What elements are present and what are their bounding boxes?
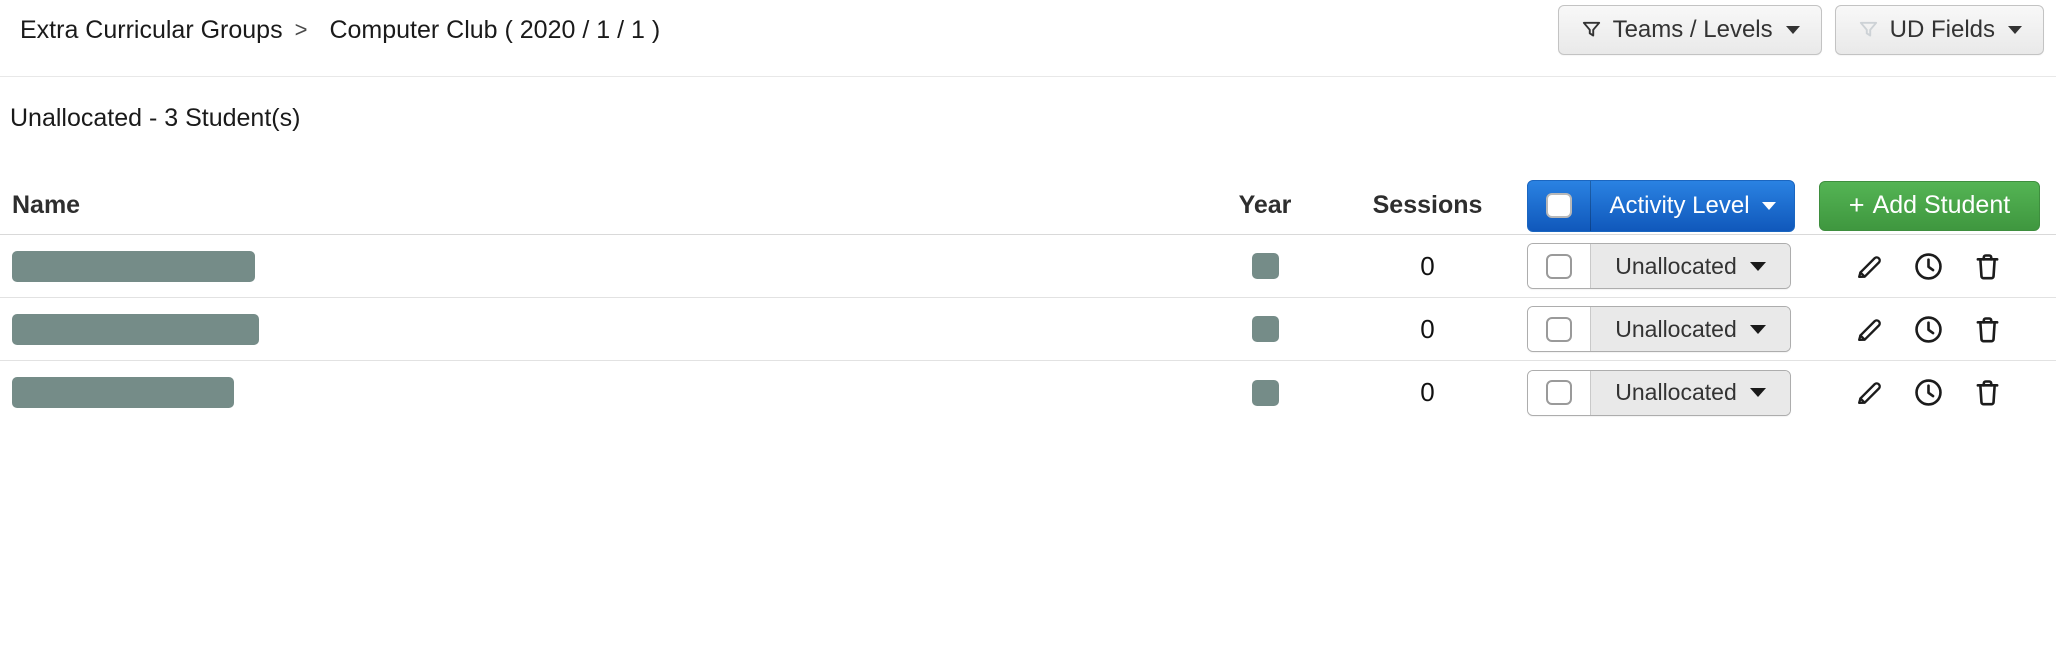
pencil-icon — [1858, 318, 1881, 341]
trash-icon — [1976, 253, 1999, 279]
select-all-segment — [1528, 180, 1591, 231]
activity-level-label-segment[interactable]: Activity Level — [1591, 181, 1794, 231]
clock-icon — [1915, 252, 1942, 280]
sessions-count: 0 — [1420, 313, 1435, 344]
caret-down-icon — [1749, 261, 1766, 271]
level-dropdown-button[interactable]: Unallocated — [1591, 307, 1790, 351]
collapse-section-button[interactable] — [2014, 113, 2018, 125]
column-header-sessions: Sessions — [1372, 191, 1483, 219]
table-header-row: Name Year Sessions Activity Level + Ad — [0, 177, 2056, 235]
column-header-actions: + Add Student — [1795, 180, 2040, 231]
row-select-checkbox[interactable] — [1546, 380, 1572, 405]
select-all-checkbox[interactable] — [1546, 193, 1572, 218]
teams-levels-label: Teams / Levels — [1612, 16, 1773, 43]
redacted-student-name — [12, 377, 234, 408]
plus-icon: + — [1848, 190, 1865, 220]
add-student-button[interactable]: + Add Student — [1819, 180, 2040, 231]
caret-down-icon — [1785, 26, 1800, 34]
breadcrumb-separator: > — [294, 17, 308, 42]
redacted-student-name — [12, 313, 259, 345]
breadcrumb-bar: Extra Curricular Groups > Computer Club … — [0, 0, 2056, 77]
level-value: Unallocated — [1615, 252, 1737, 279]
caret-down-icon — [2008, 26, 2022, 34]
delete-student-button[interactable] — [1971, 250, 2004, 283]
redacted-year-value — [1251, 316, 1279, 342]
caret-down-icon — [1749, 324, 1766, 334]
level-dropdown-button[interactable]: Unallocated — [1591, 244, 1790, 288]
delete-student-button[interactable] — [1971, 313, 2004, 346]
toolbar-actions: Teams / Levels UD Fields — [1557, 5, 2044, 55]
table-row: 0 Unallocated — [0, 361, 2056, 424]
student-level-control: Unallocated — [1527, 369, 1791, 416]
add-student-label: Add Student — [1872, 191, 2011, 219]
activity-level-label: Activity Level — [1609, 191, 1750, 219]
filter-icon — [1859, 21, 1877, 37]
edit-student-button[interactable] — [1853, 376, 1886, 409]
sessions-count: 0 — [1420, 377, 1435, 407]
delete-student-button[interactable] — [1971, 376, 2004, 409]
level-dropdown-button[interactable]: Unallocated — [1591, 370, 1790, 415]
section-title: Unallocated - 3 Student(s) — [10, 104, 301, 132]
clock-icon — [1915, 315, 1942, 343]
pencil-icon — [1858, 255, 1881, 278]
pencil-icon — [1858, 382, 1881, 404]
activity-level-dropdown-button[interactable]: Activity Level — [1527, 179, 1795, 232]
session-history-button[interactable] — [1912, 376, 1945, 409]
level-value: Unallocated — [1615, 315, 1737, 342]
trash-icon — [1976, 316, 1999, 342]
trash-icon — [1976, 380, 1999, 406]
redacted-student-name — [12, 250, 255, 282]
students-table: Name Year Sessions Activity Level + Ad — [0, 177, 2056, 424]
filter-icon — [1582, 21, 1600, 37]
page-title: Computer Club ( 2020 / 1 / 1 ) — [329, 15, 661, 44]
session-history-button[interactable] — [1912, 313, 1945, 346]
student-level-control: Unallocated — [1527, 243, 1791, 289]
redacted-year-value — [1251, 253, 1279, 279]
unallocated-section-header: Unallocated - 3 Student(s) — [0, 77, 2056, 133]
level-value: Unallocated — [1615, 379, 1737, 405]
session-history-button[interactable] — [1912, 250, 1945, 283]
edit-student-button[interactable] — [1853, 313, 1886, 346]
breadcrumb: Extra Curricular Groups > Computer Club … — [20, 16, 660, 45]
redacted-year-value — [1251, 379, 1279, 406]
edit-student-button[interactable] — [1853, 250, 1886, 283]
ud-fields-label: UD Fields — [1889, 16, 1995, 43]
breadcrumb-extra-curricular-groups[interactable]: Extra Curricular Groups — [20, 15, 283, 44]
clock-icon — [1915, 379, 1942, 406]
column-header-activity-level: Activity Level — [1505, 179, 1795, 232]
row-select-checkbox[interactable] — [1546, 316, 1572, 342]
teams-levels-dropdown-button[interactable]: Teams / Levels — [1557, 5, 1822, 55]
column-header-year: Year — [1238, 191, 1292, 219]
table-row: 0 Unallocated — [0, 235, 2056, 298]
caret-down-icon — [1761, 201, 1776, 210]
caret-down-icon — [1749, 388, 1766, 397]
table-row: 0 Unallocated — [0, 298, 2056, 361]
sessions-count: 0 — [1420, 250, 1435, 281]
row-select-checkbox[interactable] — [1546, 253, 1572, 279]
ud-fields-dropdown-button[interactable]: UD Fields — [1834, 5, 2044, 55]
column-header-name: Name — [12, 191, 81, 219]
student-level-control: Unallocated — [1527, 306, 1791, 352]
